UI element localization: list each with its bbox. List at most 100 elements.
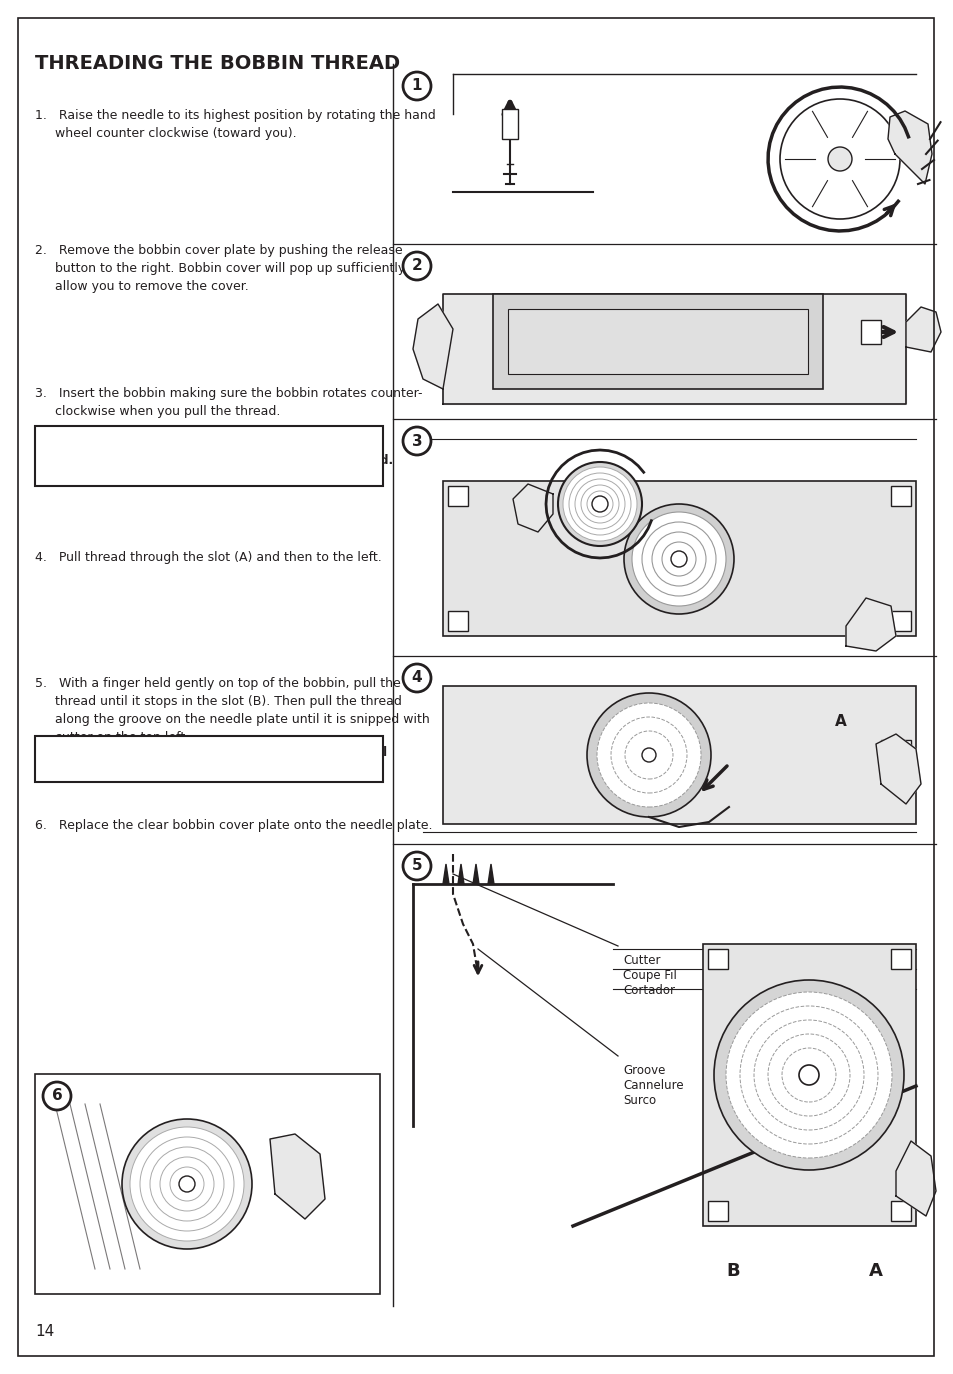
Text: wheel counter clockwise (toward you).: wheel counter clockwise (toward you). (35, 126, 296, 140)
Text: Coupe Fil: Coupe Fil (622, 969, 677, 982)
Circle shape (670, 551, 686, 567)
Bar (861, 320, 880, 344)
Bar (501, 109, 517, 139)
Circle shape (623, 504, 733, 614)
Circle shape (827, 147, 851, 170)
Circle shape (179, 1176, 194, 1193)
Circle shape (753, 1020, 863, 1129)
Circle shape (170, 1167, 204, 1201)
Polygon shape (488, 864, 494, 883)
Circle shape (641, 747, 656, 763)
Text: cutter on the top left.: cutter on the top left. (35, 731, 189, 743)
Circle shape (725, 992, 891, 1158)
Text: 2.   Remove the bobbin cover plate by pushing the release: 2. Remove the bobbin cover plate by push… (35, 245, 402, 257)
Text: Surco: Surco (622, 1094, 656, 1107)
Text: 1.   Raise the needle to its highest position by rotating the hand: 1. Raise the needle to its highest posit… (35, 109, 436, 122)
Text: A: A (868, 1261, 882, 1281)
Text: Cutter: Cutter (622, 954, 659, 967)
Text: 4.   Pull thread through the slot (A) and then to the left.: 4. Pull thread through the slot (A) and … (35, 551, 381, 563)
Circle shape (624, 731, 672, 779)
Polygon shape (875, 734, 920, 804)
Circle shape (402, 427, 431, 455)
Text: 6: 6 (51, 1088, 62, 1103)
Polygon shape (513, 484, 553, 532)
Circle shape (43, 1081, 71, 1110)
Bar (890, 1201, 910, 1221)
Text: up the bobbin thread.: up the bobbin thread. (43, 764, 188, 778)
Circle shape (586, 491, 613, 517)
Polygon shape (270, 1134, 325, 1219)
Bar (35, 426, 382, 486)
Circle shape (402, 71, 431, 100)
Bar (442, 481, 915, 636)
Circle shape (130, 1127, 244, 1241)
Bar (442, 686, 915, 824)
Text: Cortador: Cortador (622, 984, 675, 998)
Polygon shape (895, 1140, 935, 1216)
Text: clockwise when you pull the thread.: clockwise when you pull the thread. (35, 405, 280, 418)
Bar (880, 741, 910, 769)
Text: 2: 2 (411, 258, 422, 273)
Bar (493, 294, 822, 389)
Text: 3.   Insert the bobbin making sure the bobbin rotates counter-: 3. Insert the bobbin making sure the bob… (35, 387, 422, 400)
Circle shape (767, 1035, 849, 1116)
Circle shape (592, 496, 607, 513)
Text: button to the right. Bobbin cover will pop up sufficiently to: button to the right. Bobbin cover will p… (35, 262, 421, 275)
Circle shape (610, 717, 686, 793)
Circle shape (575, 480, 624, 529)
Polygon shape (442, 864, 449, 883)
Polygon shape (887, 111, 931, 184)
Circle shape (661, 541, 696, 576)
Circle shape (160, 1157, 213, 1210)
Circle shape (562, 467, 637, 541)
Bar (890, 611, 910, 631)
Text: 14: 14 (35, 1325, 54, 1340)
Bar (702, 944, 915, 1226)
Circle shape (140, 1138, 233, 1231)
Circle shape (558, 462, 641, 545)
Text: 4: 4 (412, 671, 422, 686)
Text: 5.   With a finger held gently on top of the bobbin, pull the: 5. With a finger held gently on top of t… (35, 677, 400, 690)
Circle shape (402, 251, 431, 280)
Circle shape (597, 703, 700, 807)
Polygon shape (845, 598, 895, 651)
Polygon shape (457, 864, 463, 883)
Text: 1: 1 (412, 78, 422, 93)
Circle shape (402, 664, 431, 692)
Circle shape (631, 513, 725, 606)
Bar (707, 949, 727, 969)
Circle shape (122, 1118, 252, 1249)
Polygon shape (473, 864, 478, 883)
Circle shape (150, 1147, 224, 1221)
Polygon shape (442, 294, 905, 404)
Bar (448, 486, 468, 506)
Bar (448, 611, 468, 631)
Text: thread until it stops in the slot (B). Then pull the thread: thread until it stops in the slot (B). T… (35, 695, 401, 708)
Circle shape (740, 1006, 877, 1145)
Circle shape (799, 1065, 818, 1085)
Text: Cannelure: Cannelure (622, 1079, 683, 1092)
Polygon shape (905, 306, 940, 352)
Circle shape (651, 532, 705, 585)
Circle shape (568, 473, 630, 534)
Bar (35, 736, 382, 782)
Circle shape (781, 1048, 835, 1102)
Bar (35, 1074, 379, 1294)
Text: 5: 5 (412, 859, 422, 874)
Text: 6.   Replace the clear bobbin cover plate onto the needle plate.: 6. Replace the clear bobbin cover plate … (35, 819, 432, 833)
Circle shape (586, 692, 710, 818)
Circle shape (713, 980, 903, 1171)
Text: NOTE: This is a very important step. The bobbin: NOTE: This is a very important step. The… (43, 436, 362, 449)
Circle shape (641, 522, 716, 596)
Text: 3: 3 (412, 434, 422, 448)
Text: NOTE: Sewing can be started without having to pull: NOTE: Sewing can be started without havi… (43, 746, 387, 758)
Bar (890, 486, 910, 506)
Text: THREADING THE BOBBIN THREAD: THREADING THE BOBBIN THREAD (35, 54, 399, 73)
Bar (890, 949, 910, 969)
Polygon shape (413, 304, 453, 389)
Text: allow you to remove the cover.: allow you to remove the cover. (35, 280, 249, 293)
Circle shape (780, 99, 899, 218)
Text: Groove: Groove (622, 1063, 664, 1077)
Circle shape (402, 852, 431, 879)
Text: along the groove on the needle plate until it is snipped with: along the groove on the needle plate unt… (35, 713, 429, 725)
